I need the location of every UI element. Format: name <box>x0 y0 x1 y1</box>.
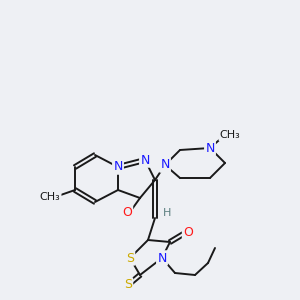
Text: O: O <box>122 206 132 218</box>
Text: N: N <box>113 160 123 173</box>
Text: S: S <box>126 251 134 265</box>
Text: CH₃: CH₃ <box>40 192 60 202</box>
Text: CH₃: CH₃ <box>220 130 240 140</box>
Text: N: N <box>140 154 150 166</box>
Text: H: H <box>163 208 171 218</box>
Text: N: N <box>160 158 170 172</box>
Text: O: O <box>183 226 193 239</box>
Text: N: N <box>205 142 215 154</box>
Text: N: N <box>157 251 167 265</box>
Text: S: S <box>124 278 132 292</box>
